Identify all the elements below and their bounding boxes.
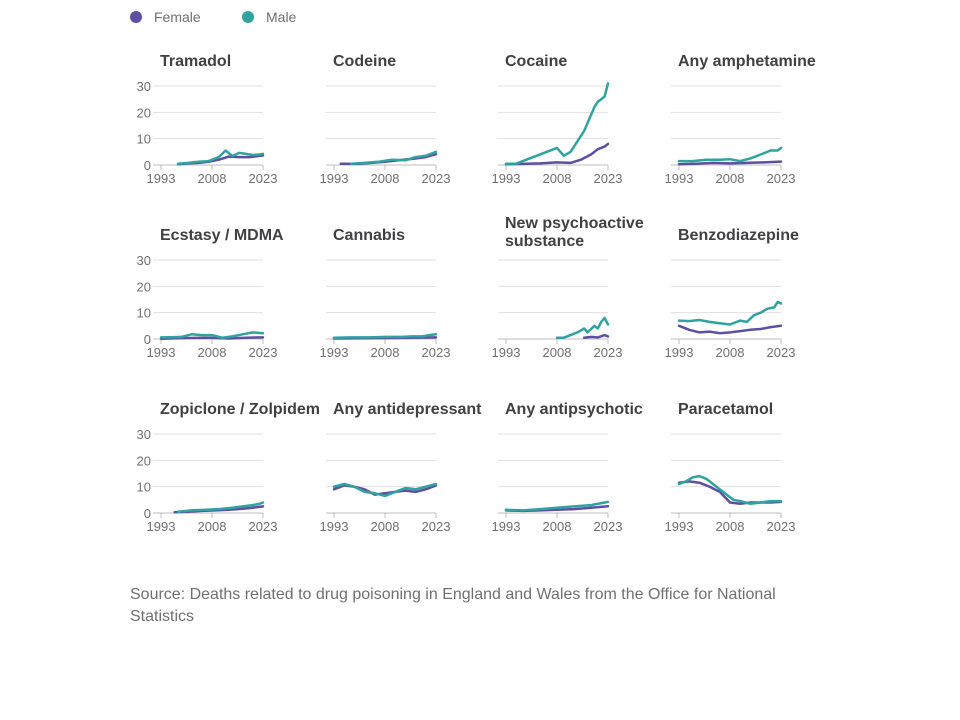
x-tick-label: 1993 [665, 519, 694, 534]
panel-title: Cocaine [505, 53, 567, 70]
panel-title: Zopiclone / Zolpidem [160, 401, 320, 418]
panel-title: Codeine [333, 53, 396, 70]
source-note: Source: Deaths related to drug poisoning… [130, 586, 776, 625]
x-tick-label: 2023 [767, 171, 796, 186]
x-tick-label: 1993 [665, 171, 694, 186]
legend-marker-male [242, 11, 254, 23]
y-tick-label: 10 [137, 306, 151, 321]
panel-title: Paracetamol [678, 401, 773, 418]
x-tick-label: 2008 [198, 519, 227, 534]
y-tick-label: 30 [137, 253, 151, 268]
panel-cannabis: Cannabis 1993 2008 2023 [320, 227, 451, 360]
panel-any-antipsychotic: Any antipsychotic 1993 2008 2023 [492, 401, 643, 534]
panel-title: New psychoactive substance [505, 215, 644, 250]
panel-title: Ecstasy / MDMA [160, 227, 284, 244]
panel-any-amphetamine: Any amphetamine 1993 2008 2023 [665, 53, 816, 186]
x-tick-label: 2008 [371, 171, 400, 186]
panel-ecstasy-mdma: Ecstasy / MDMA 0 10 20 30 1993 2008 2023 [137, 227, 285, 360]
x-tick-label: 1993 [492, 519, 521, 534]
panel-title: Any antipsychotic [505, 401, 643, 418]
chart-panels: Tramadol 0 10 20 30 1993 2008 2023 Codeine 1993 20… [137, 53, 816, 534]
x-tick-label: 1993 [320, 171, 349, 186]
y-tick-label: 10 [137, 480, 151, 495]
panel-title: Benzodiazepine [678, 227, 799, 244]
series-line-male [176, 149, 265, 165]
panel-any-antidepressant: Any antidepressant 1993 2008 2023 [320, 401, 483, 534]
panel-new-psychoactive-substance: New psychoactive substance 1993 2008 2023 [492, 215, 644, 360]
x-tick-label: 1993 [320, 519, 349, 534]
panel-codeine: Codeine 1993 2008 2023 [320, 53, 451, 186]
legend: Female Male [130, 9, 297, 25]
x-tick-label: 2008 [716, 519, 745, 534]
series-line-female [582, 333, 610, 339]
x-tick-label: 2008 [198, 345, 227, 360]
x-tick-label: 2023 [422, 171, 451, 186]
x-tick-label: 1993 [320, 345, 349, 360]
x-tick-label: 2023 [422, 519, 451, 534]
panel-cocaine: Cocaine 1993 2008 2023 [492, 53, 623, 186]
y-tick-label: 10 [137, 132, 151, 147]
series-line-male [555, 316, 610, 339]
series-line-female [677, 480, 783, 506]
x-tick-label: 2023 [249, 345, 278, 360]
series-line-male [677, 474, 783, 506]
x-tick-label: 2023 [594, 519, 623, 534]
series-line-male [332, 333, 438, 339]
series-line-male [176, 501, 265, 513]
legend-label-male: Male [266, 9, 297, 25]
y-tick-label: 30 [137, 427, 151, 442]
y-tick-label: 30 [137, 79, 151, 94]
panel-title: Any amphetamine [678, 53, 816, 70]
x-tick-label: 1993 [492, 345, 521, 360]
series-line-male [677, 146, 783, 163]
x-tick-label: 2008 [371, 345, 400, 360]
x-tick-label: 2023 [422, 345, 451, 360]
x-tick-label: 1993 [665, 345, 694, 360]
x-tick-label: 2023 [594, 345, 623, 360]
legend-marker-female [130, 11, 142, 23]
x-tick-label: 2008 [371, 519, 400, 534]
x-tick-label: 2023 [767, 519, 796, 534]
x-tick-label: 2008 [543, 171, 572, 186]
x-tick-label: 2008 [716, 171, 745, 186]
x-tick-label: 2008 [198, 171, 227, 186]
x-tick-label: 2008 [716, 345, 745, 360]
x-tick-label: 1993 [147, 519, 176, 534]
series-line-male [677, 300, 783, 326]
y-tick-label: 0 [144, 158, 151, 173]
y-tick-label: 20 [137, 453, 151, 468]
panel-tramadol: Tramadol 0 10 20 30 1993 2008 2023 [137, 53, 278, 186]
x-tick-label: 1993 [147, 171, 176, 186]
x-tick-label: 2023 [767, 345, 796, 360]
series-line-male [159, 331, 265, 339]
panel-title: Cannabis [333, 227, 405, 244]
y-tick-label: 0 [144, 506, 151, 521]
y-tick-label: 0 [144, 332, 151, 347]
x-tick-label: 1993 [147, 345, 176, 360]
x-tick-label: 2008 [543, 519, 572, 534]
series-line-female [677, 324, 783, 335]
series-line-male [504, 500, 610, 512]
panel-paracetamol: Paracetamol 1993 2008 2023 [665, 401, 796, 534]
series-line-male [332, 482, 438, 498]
x-tick-label: 2023 [594, 171, 623, 186]
x-tick-label: 2008 [543, 345, 572, 360]
panel-title: Tramadol [160, 53, 231, 70]
x-tick-label: 2023 [249, 519, 278, 534]
panel-zopiclone-zolpidem: Zopiclone / Zolpidem 0 10 20 30 1993 2008 2023 [137, 401, 320, 534]
series-line-female [504, 142, 610, 166]
panel-benzodiazepine: Benzodiazepine 1993 2008 2023 [665, 227, 799, 360]
series-line-male [349, 150, 438, 165]
x-tick-label: 1993 [492, 171, 521, 186]
x-tick-label: 2023 [249, 171, 278, 186]
y-tick-label: 20 [137, 105, 151, 120]
legend-label-female: Female [154, 9, 201, 25]
series-line-female [677, 160, 783, 166]
series-line-male [504, 82, 610, 165]
y-tick-label: 20 [137, 279, 151, 294]
panel-title: Any antidepressant [333, 401, 482, 418]
